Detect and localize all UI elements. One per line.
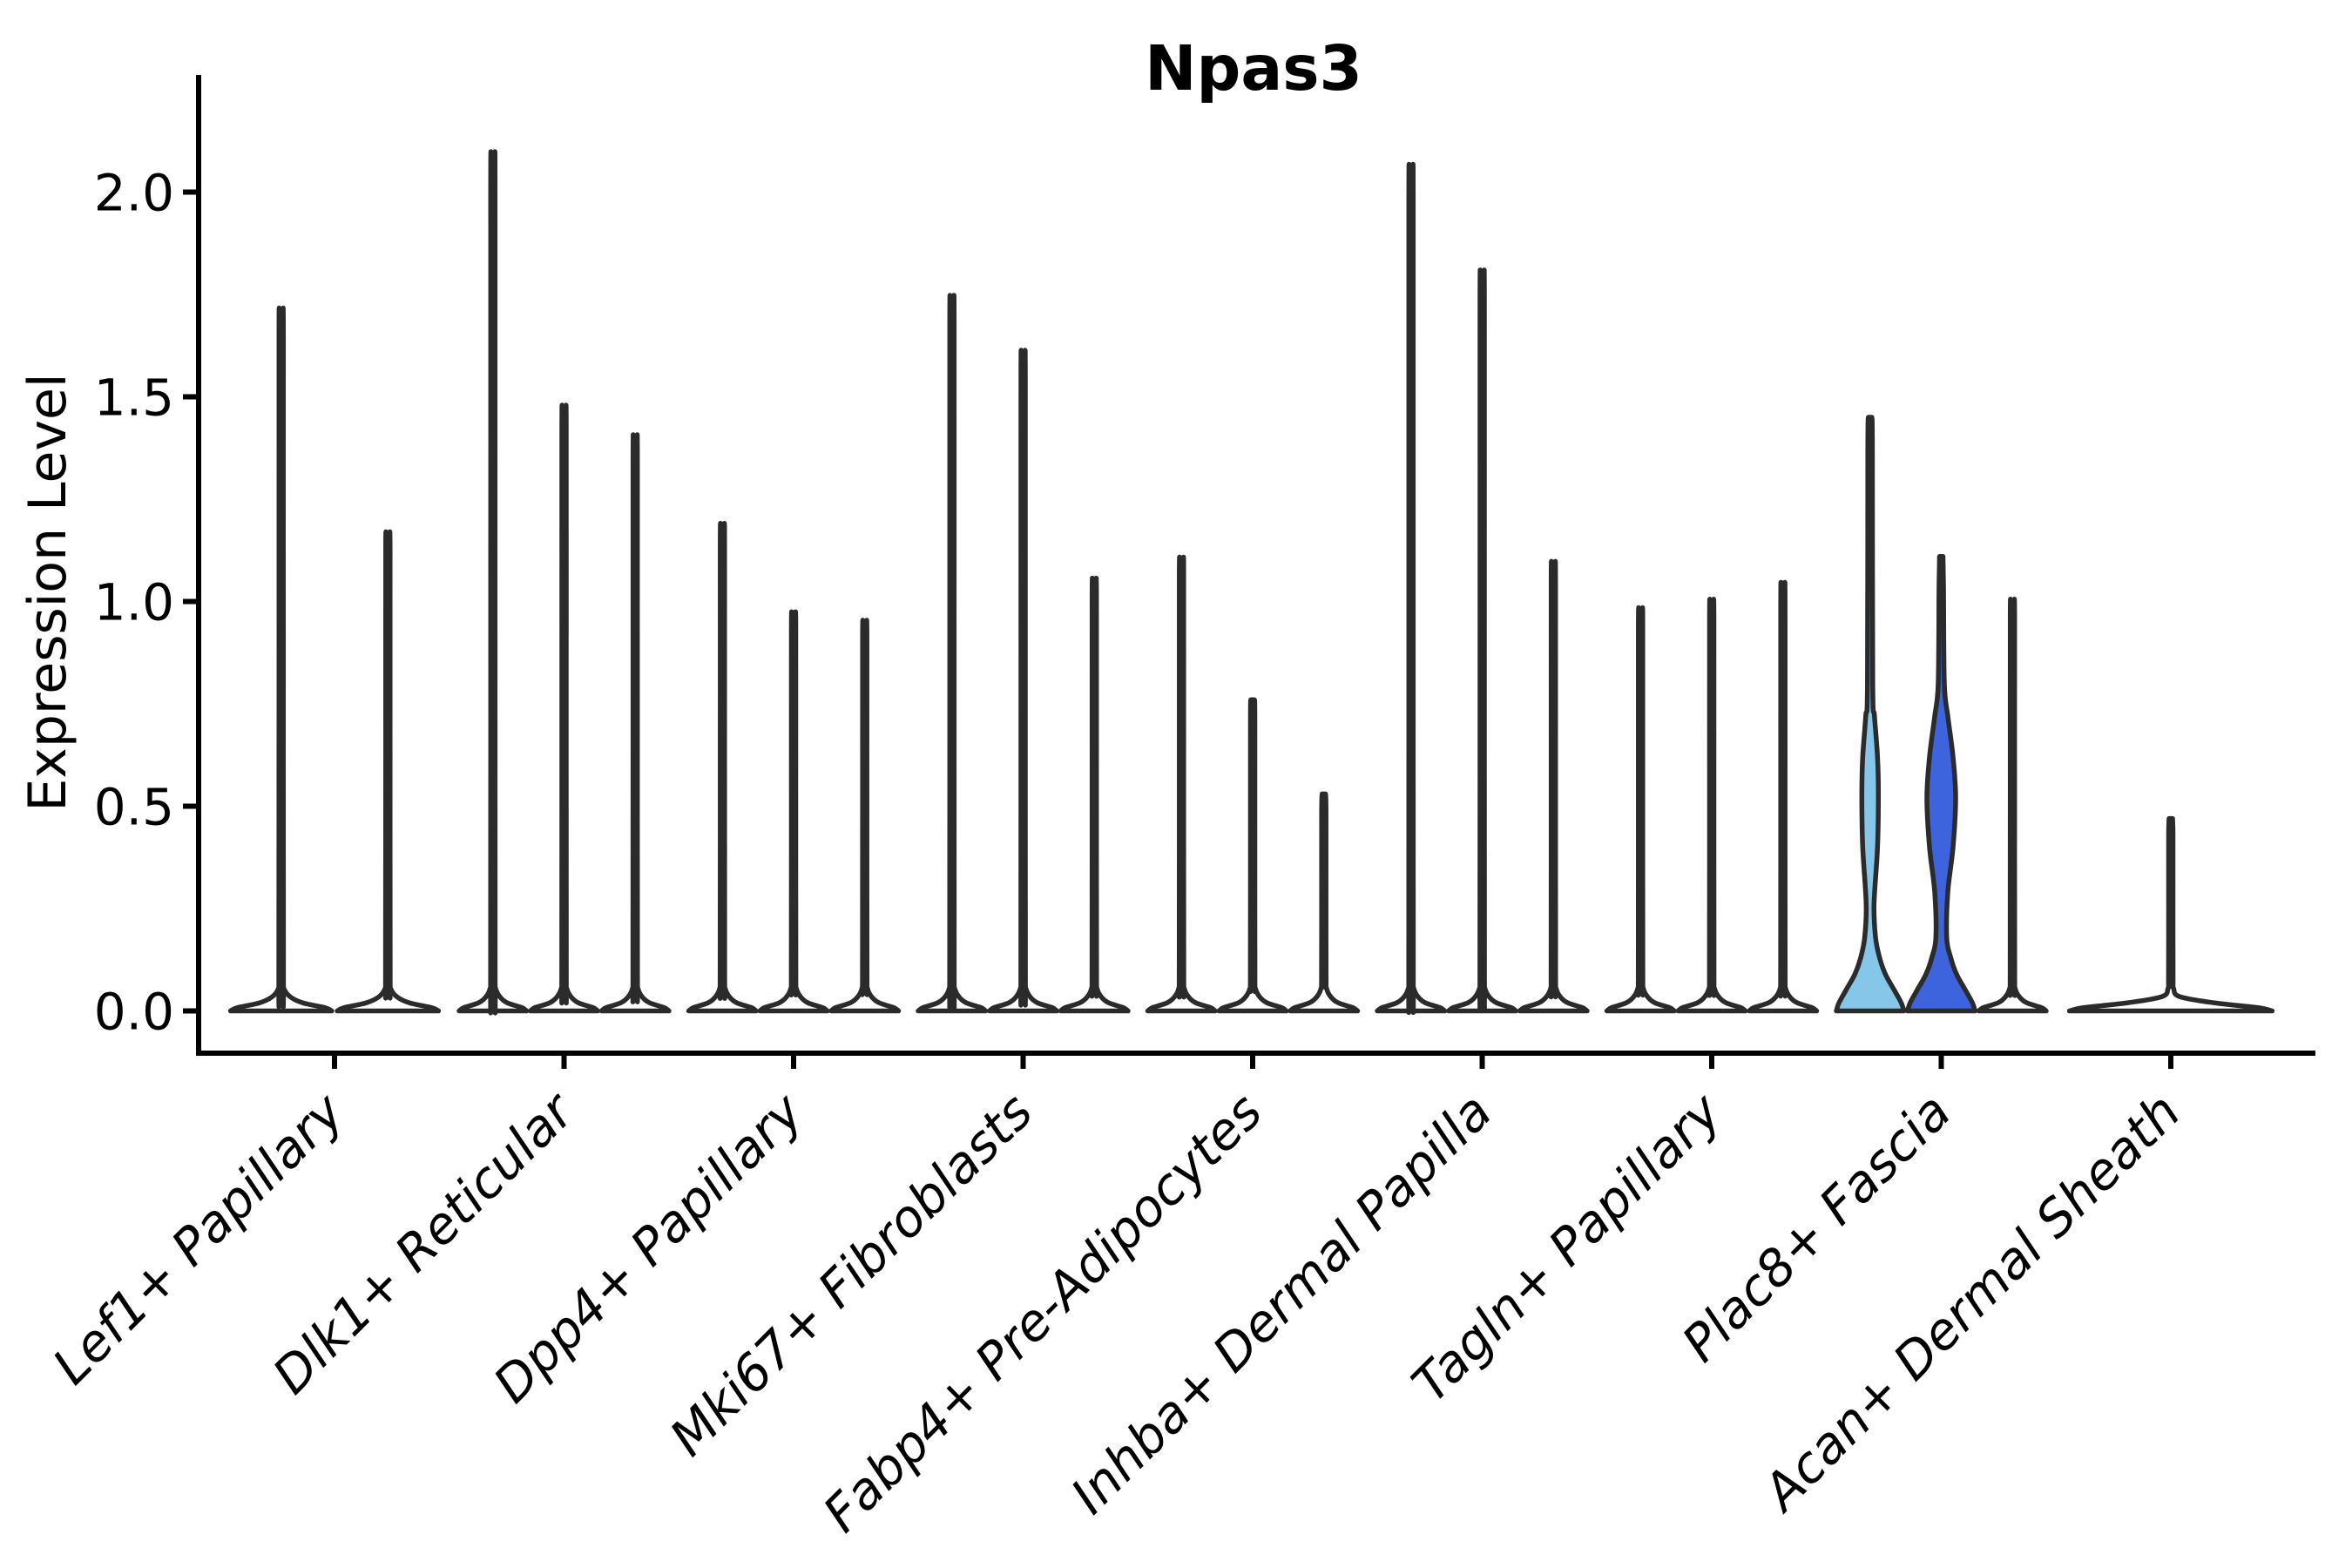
violin-highlighted <box>1904 554 1978 1014</box>
violin <box>456 149 530 1016</box>
x-tick-label: Acan+ Dermal Sheath <box>1749 1082 2192 1524</box>
violin <box>227 305 335 1014</box>
y-tick-label: 2.0 <box>94 164 174 223</box>
y-tick-label: 1.5 <box>94 368 174 428</box>
y-tick-label: 0.0 <box>94 983 174 1042</box>
violin <box>2066 815 2275 1014</box>
violin <box>335 529 442 1014</box>
violin <box>1445 267 1519 1014</box>
violin <box>527 402 601 1014</box>
violin <box>598 432 672 1014</box>
y-axis-label: Expression Level <box>17 373 78 811</box>
violin <box>1288 791 1361 1014</box>
violin <box>757 609 830 1014</box>
violin <box>1747 579 1820 1014</box>
x-tick-label: Inhba+ Dermal Papilla <box>1059 1082 1503 1525</box>
violin <box>916 293 989 1014</box>
y-tick-label: 0.5 <box>94 778 174 837</box>
violin <box>1145 554 1218 1014</box>
plot-title: Npas3 <box>1145 32 1362 105</box>
violin <box>1604 605 1677 1014</box>
violin <box>1058 575 1131 1014</box>
violin <box>986 348 1060 1014</box>
violin-highlighted <box>1834 415 1907 1014</box>
violin <box>686 521 759 1014</box>
violin <box>828 618 902 1014</box>
y-tick-label: 1.0 <box>94 573 174 632</box>
violin <box>1216 697 1289 1014</box>
violin <box>1517 558 1590 1014</box>
violin <box>1976 597 2049 1014</box>
x-tick-label: Fabp4+ Pre-Adipocytes <box>812 1082 1274 1544</box>
violin <box>1675 597 1748 1014</box>
violin <box>1375 161 1448 1015</box>
